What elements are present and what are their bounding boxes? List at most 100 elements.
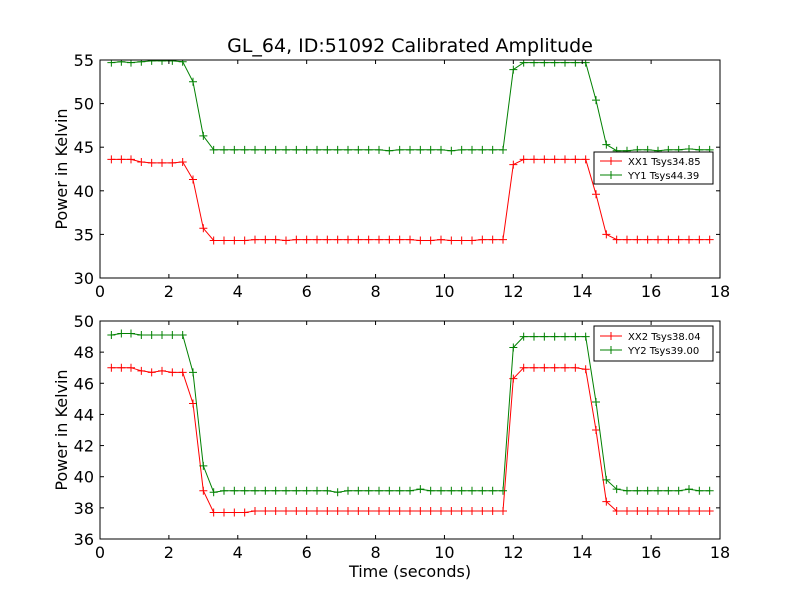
data-point [302,486,311,495]
x-tick-label: 10 [434,282,454,301]
data-point [633,506,642,515]
data-point [261,235,270,244]
data-point [488,235,497,244]
y-tick-label: 48 [74,343,94,362]
data-point [385,146,394,155]
data-point [333,235,342,244]
x-tick-label: 6 [302,282,312,301]
data-point [354,506,363,515]
data-point [168,60,177,65]
data-point [468,506,476,515]
data-point [395,145,404,154]
data-point [488,486,497,495]
x-tick-label: 14 [572,543,592,562]
data-point [364,486,373,495]
data-point [468,486,476,495]
data-point [178,60,187,66]
legend-marker [607,171,615,179]
data-point [561,60,569,67]
x-tick-label: 8 [370,282,380,301]
data-point [674,235,683,244]
data-point [499,486,507,495]
data-point [571,60,580,67]
y-tick-label: 55 [74,51,94,70]
y-axis-label: Power in Kelvin [52,369,71,490]
data-point [406,145,414,154]
legend-label: YY1 Tsys44.39 [627,171,699,182]
data-point [674,486,683,495]
data-point [406,486,414,495]
data-point [230,236,239,245]
data-point [571,332,580,341]
data-point [623,486,631,495]
data-point [302,506,311,515]
y-tick-label: 44 [74,405,94,424]
data-point [107,60,116,67]
data-point [158,366,166,375]
data-point [323,506,332,515]
data-point [602,497,611,506]
data-point [251,486,259,495]
data-point [199,461,208,470]
data-point [550,363,559,372]
data-point [581,60,590,67]
data-point [344,235,352,244]
data-point [302,145,311,154]
data-point [158,60,166,65]
data-point [282,236,290,245]
data-point [209,145,218,154]
data-point [426,506,435,515]
x-tick-label: 18 [710,543,730,562]
data-point [426,145,435,154]
data-point [375,235,383,244]
data-point [550,332,559,341]
data-point [158,158,166,167]
data-point [519,363,528,372]
data-point [612,506,621,515]
plot-area [107,60,714,245]
data-point [271,486,280,495]
data-point [240,236,249,245]
data-point [499,506,507,515]
data-point [509,65,518,74]
data-point [209,508,218,517]
data-point [540,155,549,164]
y-tick-label: 40 [74,468,94,487]
data-point [127,329,135,338]
data-point [220,236,228,245]
data-point [117,329,126,338]
data-point [147,60,156,65]
data-point [137,60,146,66]
data-point [178,368,187,377]
data-point [251,506,259,515]
data-point [592,190,600,199]
data-point [654,235,662,244]
data-point [282,486,290,495]
data-point [478,145,487,154]
data-point [313,506,321,515]
data-point [664,506,673,515]
data-point [344,145,352,154]
data-point [271,235,280,244]
data-point [220,508,228,517]
data-point [561,363,569,372]
data-point [705,235,714,244]
data-point [530,363,538,372]
data-point [375,506,383,515]
data-point [519,332,528,341]
data-point [313,486,321,495]
x-axis-label: Time (seconds) [348,562,471,581]
chart-title: GL_64, ID:51092 Calibrated Amplitude [227,35,593,57]
axes-frame [99,320,721,540]
data-point [695,506,704,515]
data-point [654,506,662,515]
legend-label: XX2 Tsys38.04 [628,332,701,343]
x-tick-label: 4 [233,282,243,301]
legend-marker [607,332,615,340]
x-tick-label: 10 [434,543,454,562]
data-point [571,155,580,164]
data-point [437,486,445,495]
data-point [633,486,642,495]
data-point [137,366,146,375]
data-point [323,235,332,244]
